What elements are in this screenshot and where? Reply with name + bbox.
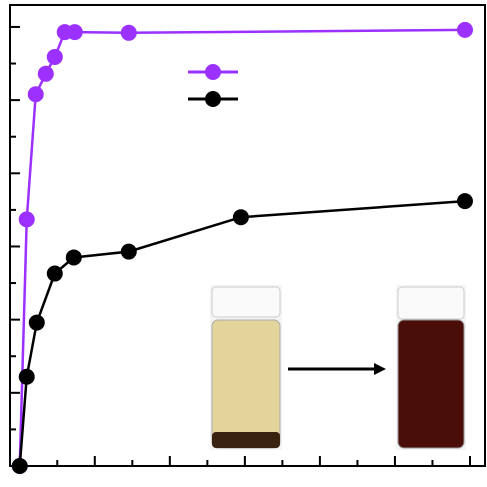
data-point [28,314,45,331]
data-point [456,21,473,38]
data-point [11,458,28,474]
legend-marker [205,64,221,80]
data-point [27,86,44,103]
data-point [120,243,137,260]
data-point [37,65,54,82]
data-point [65,249,82,266]
vial-sediment [212,432,280,448]
legend-marker [205,91,221,107]
data-point [18,211,35,228]
plot-frame [9,4,486,467]
data-point [456,193,473,210]
vial-cap [211,286,281,318]
series-line [18,199,466,467]
data-point [46,48,63,65]
arrow-head [374,363,386,375]
vial-cap [397,286,465,320]
vial-yellow [211,319,281,449]
data-point [120,24,137,41]
inset-photos [210,285,466,450]
legend [188,64,238,107]
vial-dark [397,319,465,449]
data-point [66,24,83,41]
data-point [232,209,249,226]
data-point [18,368,35,385]
data-point [46,265,63,282]
